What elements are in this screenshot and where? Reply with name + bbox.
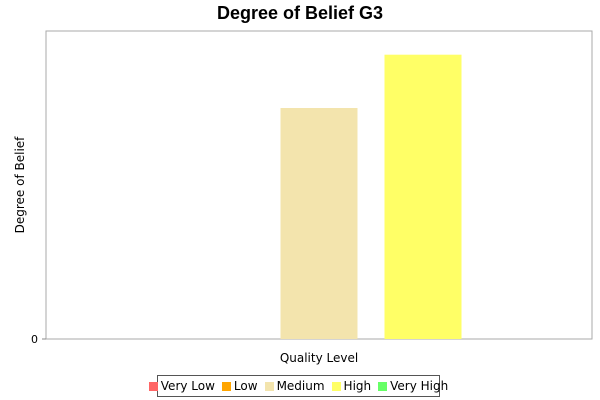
bars-group bbox=[280, 54, 462, 339]
bar-high bbox=[384, 54, 462, 339]
chart-title: Degree of Belief G3 bbox=[216, 3, 384, 23]
y-tick-label: 0 bbox=[31, 333, 38, 346]
legend-item-medium: Medium bbox=[264, 379, 325, 393]
legend-swatch-very-low bbox=[148, 381, 158, 391]
legend-label-medium: Medium bbox=[276, 379, 325, 393]
legend-item-very-high: Very High bbox=[378, 379, 448, 393]
legend-item-low: Low bbox=[221, 379, 258, 393]
legend-swatch-high bbox=[331, 381, 341, 391]
bar-medium bbox=[280, 108, 358, 339]
y-ticks-group: 0 bbox=[31, 333, 46, 346]
legend-label-very-low: Very Low bbox=[160, 379, 215, 393]
legend-item-high: High bbox=[331, 379, 372, 393]
legend-label-very-high: Very High bbox=[390, 379, 449, 393]
y-axis-label: Degree of Belief bbox=[13, 136, 27, 234]
x-axis-label: Quality Level bbox=[280, 351, 358, 365]
legend-item-very-low: Very Low bbox=[148, 379, 215, 393]
bar-chart: 0 Quality Level Degree of Belief bbox=[13, 30, 593, 365]
legend-label-low: Low bbox=[233, 379, 258, 393]
legend-swatch-very-high bbox=[378, 381, 388, 391]
legend-label-high: High bbox=[343, 379, 372, 393]
legend-swatch-medium bbox=[264, 381, 274, 391]
legend-swatch-low bbox=[221, 381, 231, 391]
legend: Very Low Low Medium High Very High bbox=[148, 375, 448, 397]
